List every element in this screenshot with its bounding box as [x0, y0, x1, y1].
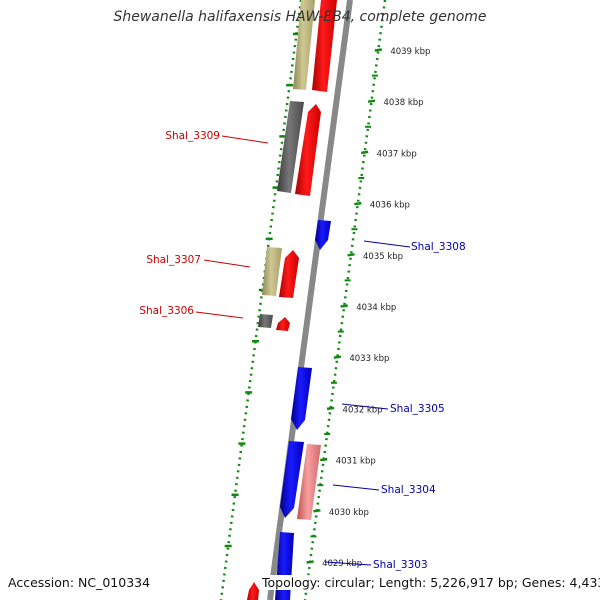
gene-label: Shal_3304: [381, 484, 436, 496]
scale-tick: [340, 304, 348, 308]
scale-tick-label: 4031 kbp: [336, 457, 376, 467]
khaki-feature: [293, 0, 315, 90]
scale-tick-label: 4035 kbp: [363, 252, 403, 262]
gene-labels: Shal_3309 Shal_3307 Shal_3306 Shal_3308 …: [139, 130, 465, 571]
scale-tick: [320, 457, 328, 462]
leader-line-shal-3308: [363, 240, 411, 248]
scale-tick-label: 4037 kbp: [377, 149, 417, 159]
pink-pseudo-feature: [297, 444, 321, 520]
leader-line-shal-3309: [221, 135, 269, 144]
blue-cds-arrow: [315, 220, 331, 250]
leader-line-shal-3303: [324, 561, 372, 566]
scale-tick-label: 4029 kbp: [322, 559, 362, 569]
scale-tick-label: 4033 kbp: [349, 354, 389, 364]
scale-tick: [367, 99, 376, 103]
gray-feature: [258, 314, 273, 328]
scale-tick: [326, 406, 335, 411]
topology-summary: Topology: circular; Length: 5,226,917 bp…: [262, 575, 600, 590]
scale-tick: [306, 560, 314, 564]
map-title: Shewanella halifaxensis HAW-EB4, complet…: [113, 9, 487, 25]
leader-line-shal-3306: [195, 311, 244, 319]
feature-track: [247, 0, 337, 600]
gene-label: Shal_3306: [139, 305, 194, 317]
scale-tick: [354, 201, 362, 206]
gene-label: Shal_3303: [373, 559, 428, 571]
scale-tick-label: 4039 kbp: [390, 47, 430, 57]
gene-label: Shal_3305: [390, 403, 445, 415]
red-cds-arrow: [312, 0, 337, 92]
gene-label: Shal_3308: [411, 241, 466, 253]
blue-cds-arrow: [291, 367, 312, 430]
scale-tick: [374, 48, 383, 52]
gray-feature: [277, 101, 304, 193]
scale-tick-label: 4038 kbp: [384, 98, 424, 108]
red-cds-arrow: [279, 250, 299, 298]
scale-tick-label: 4036 kbp: [370, 201, 410, 211]
scale-tick: [313, 509, 321, 513]
leader-line-shal-3304: [332, 484, 380, 491]
red-cds-arrow: [276, 317, 290, 331]
red-cds-arrow: [247, 582, 259, 600]
scale-tick-label: 4030 kbp: [329, 508, 369, 518]
gene-label: Shal_3307: [146, 254, 201, 266]
scale-tick-label: 4034 kbp: [356, 303, 396, 313]
scale-tick: [361, 150, 369, 155]
accession-label: Accession: NC_010334: [8, 575, 151, 590]
gene-label: Shal_3309: [165, 130, 220, 142]
scale-tick-label: 4032 kbp: [343, 405, 383, 415]
red-cds-arrow: [295, 104, 321, 196]
leader-line-shal-3307: [203, 259, 251, 268]
scale-tick: [333, 355, 342, 359]
khaki-feature: [262, 247, 282, 296]
scale-ticks: 4039 kbp 4038 kbp 4037 kbp 4036 kbp 4035 kbp…: [303, 47, 430, 589]
label-leader-lines: [195, 135, 411, 566]
scale-tick: [347, 253, 355, 257]
leader-line-shal-3305: [341, 403, 389, 410]
blue-cds-arrow: [280, 441, 304, 518]
